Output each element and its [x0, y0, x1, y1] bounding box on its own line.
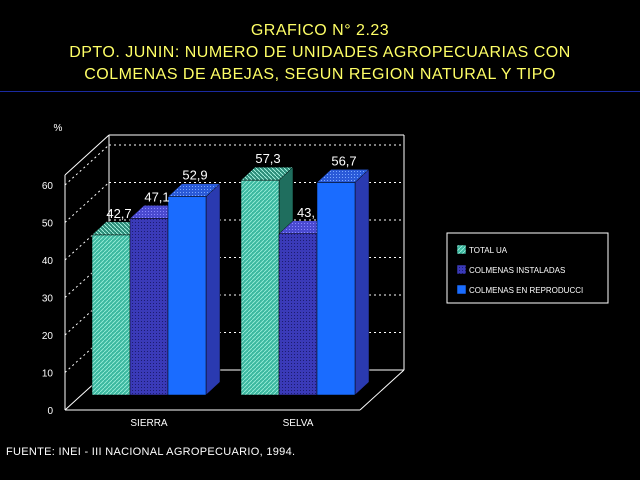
bar-side	[354, 168, 370, 396]
legend-swatch	[456, 264, 467, 275]
y-axis-label: %	[54, 123, 63, 134]
floor-right	[359, 369, 405, 411]
y-tick-label: 60	[42, 181, 54, 192]
legend-swatch	[456, 284, 467, 295]
chart-title-line-3: COLMENAS DE ABEJAS, SEGUN REGION NATURAL…	[84, 66, 556, 83]
bar-top	[316, 169, 370, 183]
y-tick-label: 40	[42, 256, 54, 267]
bar-1-2	[316, 182, 356, 396]
bars	[91, 166, 370, 396]
y-tick-label: 30	[42, 294, 54, 305]
data-label: 57,3	[255, 151, 280, 166]
data-label: 52,9	[182, 168, 207, 183]
chart-title-line-1: GRAFICO N° 2.23	[250, 22, 390, 39]
legend: TOTAL UA COLMENAS INSTALADAS COLMENAS EN R…	[446, 232, 609, 304]
x-tick-label: SELVA	[283, 418, 314, 429]
y-tick-label: 20	[42, 331, 54, 342]
data-label: 43,	[297, 205, 315, 220]
y-tick-label: 0	[47, 406, 53, 417]
bar-0-0	[91, 234, 131, 396]
grid-line-side	[64, 144, 110, 186]
grid-line-side	[64, 182, 110, 223]
bar-0-1	[129, 218, 169, 396]
y-tick-label: 10	[42, 369, 54, 380]
x-axis: SIERRA SELVA	[130, 418, 313, 429]
legend-label: COLMENAS EN REPRODUCCI	[469, 286, 583, 295]
legend-swatch	[456, 244, 467, 255]
source-note: FUENTE: INEI - III NACIONAL AGROPECUARIO…	[6, 446, 296, 458]
legend-label: TOTAL UA	[469, 246, 508, 255]
legend-box	[446, 232, 609, 304]
data-label: 56,7	[331, 153, 356, 168]
bar-side	[205, 183, 221, 396]
title-divider	[0, 91, 640, 92]
chart-title-line-2: DPTO. JUNIN: NUMERO DE UNIDADES AGROPECU…	[69, 44, 571, 61]
data-labels: 42,7 47,1 52,9 57,3 43, 56,7	[106, 151, 356, 221]
data-label: 47,1	[144, 189, 169, 204]
bar-0-2	[167, 196, 207, 396]
bar-top	[167, 183, 221, 197]
y-tick-label: 50	[42, 219, 54, 230]
bar-1-1	[278, 233, 318, 396]
bar-1-0	[240, 179, 280, 396]
legend-label: COLMENAS INSTALADAS	[469, 266, 565, 275]
x-tick-label: SIERRA	[130, 418, 168, 429]
side-wall-top	[64, 134, 110, 176]
bar-top	[240, 166, 294, 181]
y-axis: 0 10 20 30 40 50 60%	[42, 123, 63, 417]
data-label: 42,7	[106, 206, 131, 221]
